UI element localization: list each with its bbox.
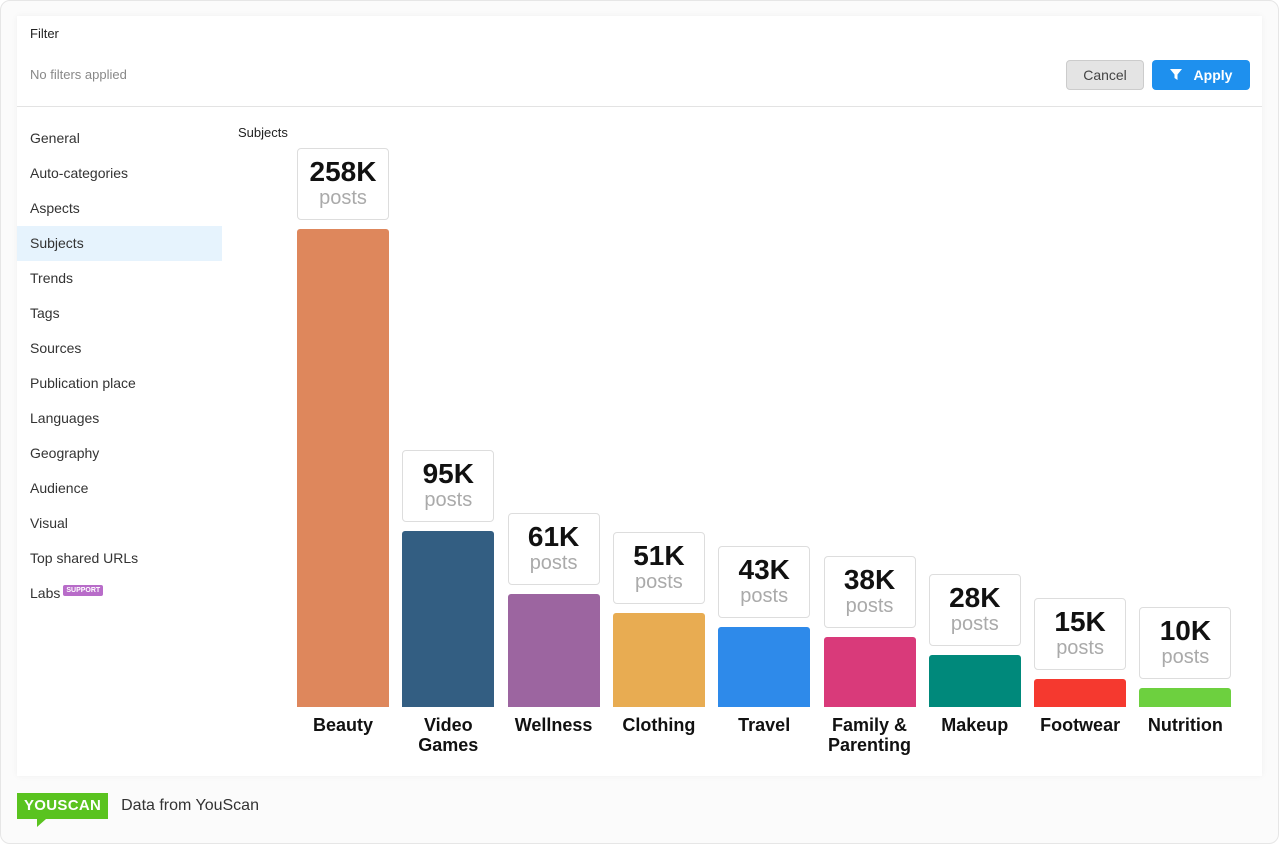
data-source: Data from YouScan bbox=[121, 797, 259, 814]
value-number: 51K bbox=[633, 539, 685, 571]
value-number: 38K bbox=[843, 563, 896, 595]
value-label: 28K posts bbox=[928, 574, 1021, 647]
value-number: 43K bbox=[738, 554, 790, 586]
value-label: 51K posts bbox=[612, 531, 705, 604]
category-label: Footwear bbox=[1040, 715, 1121, 735]
bar-family-parenting[interactable] bbox=[823, 636, 916, 707]
bar-nutrition[interactable] bbox=[1139, 688, 1232, 707]
category-label: Wellness bbox=[514, 715, 593, 735]
value-label: 15K posts bbox=[1034, 598, 1127, 671]
sidebar-item-label: Trends bbox=[30, 270, 74, 286]
value-unit: posts bbox=[845, 594, 894, 617]
value-number: 15K bbox=[1054, 606, 1106, 638]
value-label: 95K posts bbox=[402, 449, 495, 522]
sidebar-item-label: Geography bbox=[30, 445, 100, 461]
apply-label: Apply bbox=[1193, 67, 1233, 83]
sidebar-item-label: Auto-categories bbox=[30, 165, 129, 181]
bar-video-games[interactable] bbox=[402, 530, 495, 707]
sidebar-item-label: Top shared URLs bbox=[30, 550, 139, 566]
footer: YOUSCAN Data from YouScan bbox=[17, 793, 259, 827]
value-label: 61K posts bbox=[507, 512, 600, 585]
cancel-button[interactable]: Cancel bbox=[1066, 60, 1144, 90]
bar-clothing[interactable] bbox=[612, 612, 705, 707]
bar-beauty[interactable] bbox=[297, 229, 389, 707]
sidebar: General Auto-categories Aspects Subjects Tre… bbox=[17, 121, 222, 611]
sidebar-item-label: Sources bbox=[30, 340, 82, 356]
sidebar-item-label: Languages bbox=[30, 410, 100, 426]
value-label: 38K posts bbox=[823, 555, 916, 628]
sidebar-item-labs[interactable]: Labs SUPPORT bbox=[17, 576, 222, 611]
category-label: Family & Parenting bbox=[827, 715, 911, 755]
value-number: 258K bbox=[309, 156, 377, 187]
value-unit: posts bbox=[950, 613, 999, 636]
value-unit: posts bbox=[1056, 637, 1104, 660]
youscan-logo: YOUSCAN bbox=[17, 793, 109, 827]
value-number: 10K bbox=[1159, 615, 1212, 647]
sidebar-item-label: Subjects bbox=[30, 235, 84, 251]
value-number: 61K bbox=[527, 520, 580, 552]
value-unit: posts bbox=[319, 187, 367, 209]
category-label: Video Games bbox=[418, 715, 479, 755]
value-number: 28K bbox=[949, 582, 1001, 614]
value-number: 95K bbox=[422, 457, 474, 489]
chart-title: Subjects bbox=[238, 125, 288, 140]
sidebar-item-sources[interactable]: Sources bbox=[17, 331, 222, 366]
sidebar-item-languages[interactable]: Languages bbox=[17, 401, 222, 436]
value-unit: posts bbox=[1161, 646, 1210, 669]
category-label: Travel bbox=[738, 715, 791, 735]
value-unit: posts bbox=[634, 570, 683, 593]
bar-wellness[interactable] bbox=[507, 593, 600, 707]
divider bbox=[17, 106, 1262, 107]
sidebar-item-aspects[interactable]: Aspects bbox=[17, 191, 222, 226]
bar-travel[interactable] bbox=[718, 627, 811, 707]
sidebar-item-subjects[interactable]: Subjects bbox=[17, 226, 222, 261]
value-label: 10K posts bbox=[1139, 607, 1232, 680]
category-label: Makeup bbox=[941, 715, 1009, 735]
value-unit: posts bbox=[424, 488, 473, 511]
sidebar-item-label: Audience bbox=[30, 480, 89, 496]
sidebar-item-label: General bbox=[30, 130, 80, 146]
sidebar-item-label: Publication place bbox=[30, 375, 136, 391]
sidebar-item-label: Tags bbox=[30, 305, 60, 321]
category-label: Beauty bbox=[312, 715, 374, 735]
value-label: 43K posts bbox=[718, 546, 811, 619]
apply-button[interactable]: Apply bbox=[1152, 60, 1250, 90]
value-label: 258K posts bbox=[297, 148, 389, 220]
sidebar-item-auto-categories[interactable]: Auto-categories bbox=[17, 156, 222, 191]
sidebar-item-trends[interactable]: Trends bbox=[17, 261, 222, 296]
sidebar-item-visual[interactable]: Visual bbox=[17, 506, 222, 541]
sidebar-item-general[interactable]: General bbox=[17, 121, 222, 156]
filter-title: Filter bbox=[30, 26, 59, 41]
value-unit: posts bbox=[529, 551, 578, 574]
category-label: Clothing bbox=[622, 715, 696, 735]
filter-panel: Filter No filters applied Cancel Apply G… bbox=[17, 16, 1262, 776]
category-label: Nutrition bbox=[1147, 715, 1223, 735]
bar-makeup[interactable] bbox=[928, 655, 1021, 707]
sidebar-item-geography[interactable]: Geography bbox=[17, 436, 222, 471]
sidebar-item-label: Aspects bbox=[30, 200, 80, 216]
filter-icon bbox=[1169, 69, 1182, 80]
sidebar-item-audience[interactable]: Audience bbox=[17, 471, 222, 506]
sidebar-item-tags[interactable]: Tags bbox=[17, 296, 222, 331]
support-badge: SUPPORT bbox=[63, 585, 104, 596]
value-unit: posts bbox=[740, 585, 789, 608]
filter-status: No filters applied bbox=[30, 67, 127, 82]
subjects-chart: 258K posts Beauty 95K posts Video Games 61K pos… bbox=[17, 16, 1262, 776]
sidebar-item-label: Labs bbox=[30, 585, 61, 601]
bar-footwear[interactable] bbox=[1034, 679, 1127, 707]
sidebar-item-publication-place[interactable]: Publication place bbox=[17, 366, 222, 401]
sidebar-item-top-shared-urls[interactable]: Top shared URLs bbox=[17, 541, 222, 576]
sidebar-item-label: Visual bbox=[30, 515, 68, 531]
